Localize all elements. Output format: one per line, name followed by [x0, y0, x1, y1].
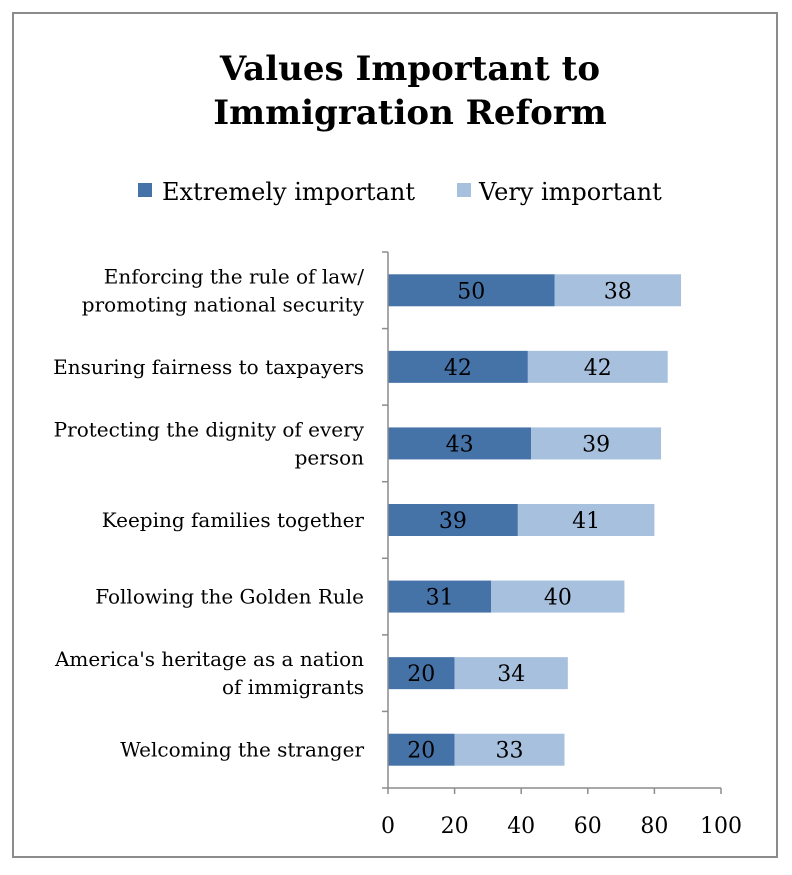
bar-extremely-3	[388, 504, 518, 536]
legend-label-very-important: Very important	[478, 178, 662, 206]
bar-extremely-2	[388, 427, 532, 460]
data-label-very-3: 41	[572, 509, 600, 534]
bar-very-3	[517, 504, 655, 536]
chart-title-line-1: Values Important to	[219, 49, 600, 89]
category-label-4: Following the Golden Rule	[95, 585, 364, 609]
category-label-2-line-0: Protecting the dignity of every	[54, 417, 365, 441]
data-label-very-0: 38	[604, 279, 632, 304]
bar-extremely-4	[388, 580, 492, 613]
category-label-5-line-1: of immigrants	[222, 675, 364, 699]
data-label-very-2: 39	[582, 432, 610, 457]
bar-extremely-0	[388, 274, 555, 307]
data-label-extremely-5: 20	[407, 662, 435, 687]
bar-very-4	[491, 580, 625, 613]
data-label-very-1: 42	[584, 356, 612, 381]
data-label-extremely-2: 43	[446, 432, 474, 457]
category-label-3: Keeping families together	[102, 508, 365, 532]
x-tick-label-4: 80	[640, 814, 668, 839]
bar-very-2	[531, 427, 662, 460]
legend-label-extremely-important: Extremely important	[162, 178, 415, 206]
x-tick-label-1: 20	[441, 814, 469, 839]
data-label-very-4: 40	[544, 586, 572, 611]
data-label-extremely-4: 31	[426, 586, 454, 611]
x-tick-label-5: 100	[700, 814, 742, 839]
data-label-extremely-6: 20	[407, 739, 435, 764]
category-label-5-line-0: America's heritage as a nation	[54, 647, 364, 671]
bar-very-0	[554, 274, 682, 307]
bar-very-6	[454, 733, 565, 766]
bar-very-5	[454, 657, 568, 690]
category-label-6: Welcoming the stranger	[120, 738, 364, 762]
category-label-0-line-0: Enforcing the rule of law/	[104, 264, 365, 288]
category-label-0-line-1: promoting national security	[82, 292, 365, 316]
data-label-extremely-1: 42	[444, 356, 472, 381]
legend-swatch-very-important	[457, 183, 471, 197]
data-label-very-5: 34	[497, 662, 525, 687]
data-label-very-6: 33	[496, 739, 524, 764]
bar-extremely-6	[388, 733, 455, 766]
category-label-2-line-1: person	[295, 445, 365, 469]
category-label-1: Ensuring fairness to taxpayers	[53, 355, 364, 379]
bar-very-1	[527, 350, 668, 383]
bar-extremely-1	[388, 350, 528, 383]
legend-swatch-extremely-important	[138, 183, 152, 197]
plot-area: 50 38 Enforcing the rule of law/promoting …	[53, 251, 742, 839]
data-label-extremely-0: 50	[457, 279, 485, 304]
bar-extremely-5	[388, 657, 455, 690]
chart-title-line-2: Immigration Reform	[213, 93, 606, 133]
x-tick-label-0: 0	[381, 814, 395, 839]
data-label-extremely-3: 39	[439, 509, 467, 534]
x-tick-label-2: 40	[507, 814, 535, 839]
x-tick-label-3: 60	[574, 814, 602, 839]
